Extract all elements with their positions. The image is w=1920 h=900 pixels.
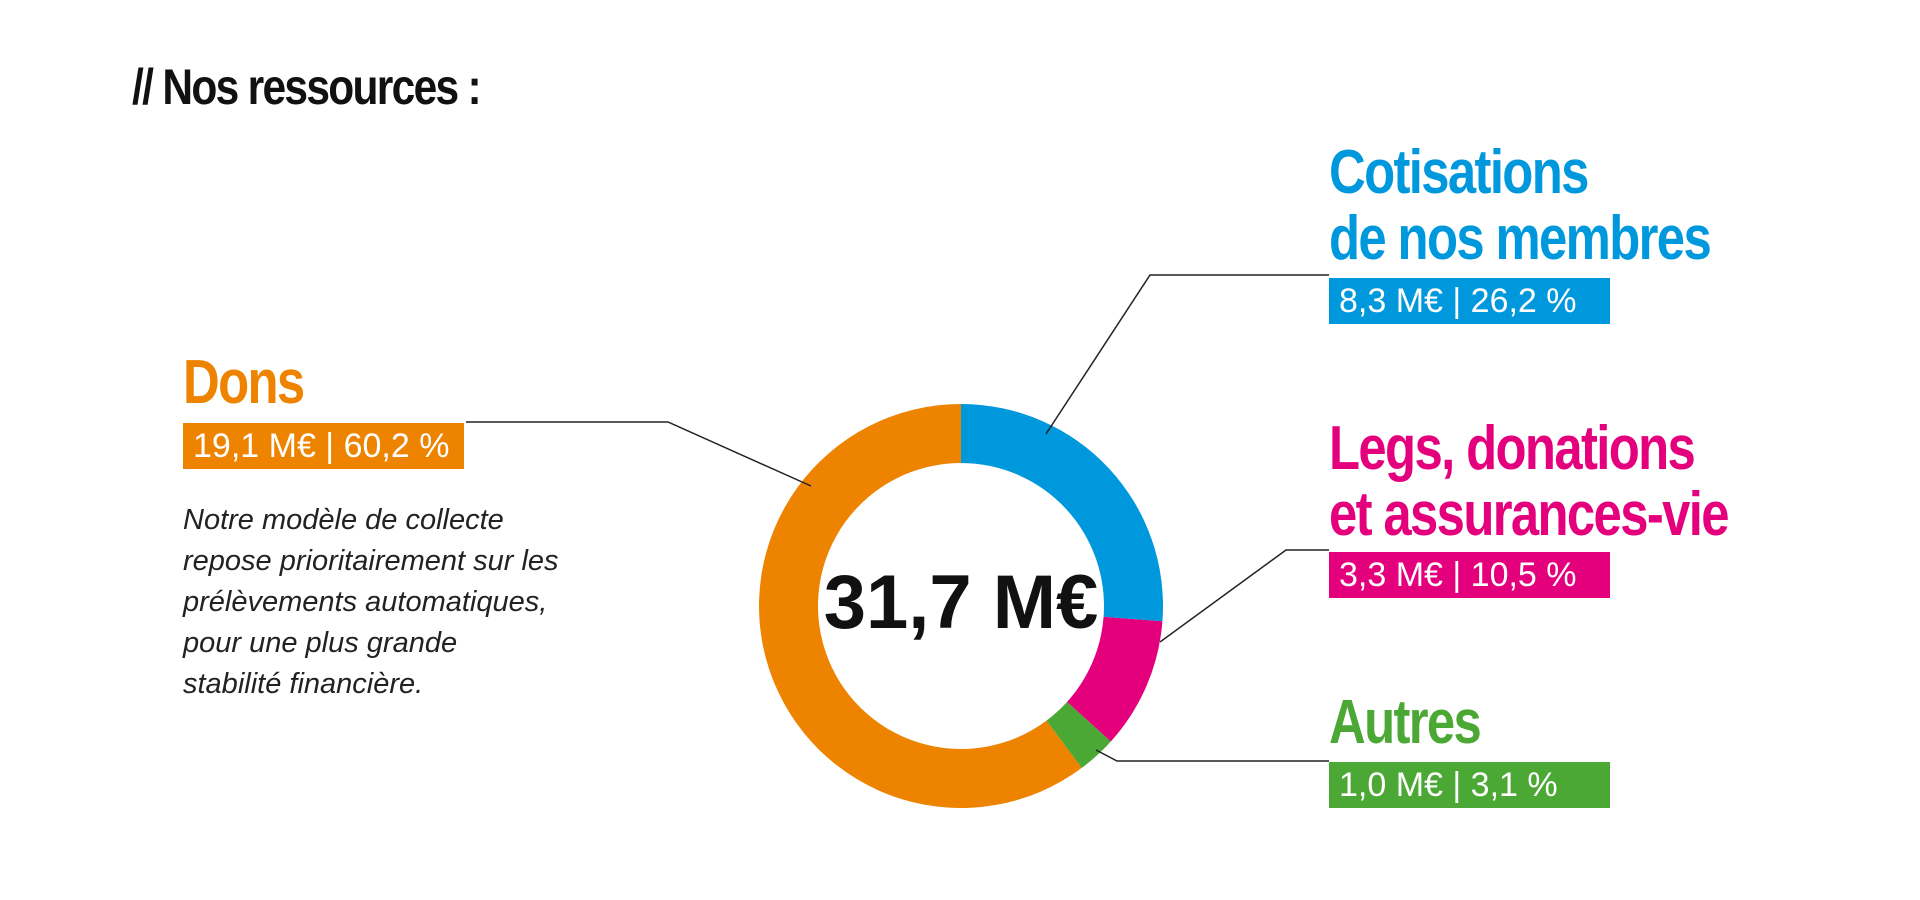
value-label: 1,0 M€ | 3,1 % (1329, 762, 1610, 808)
donut-segment (1046, 701, 1111, 768)
donut-segment (961, 404, 1163, 622)
legend-label: Autres (1329, 688, 1482, 757)
description: Notre modèle de collecte repose priorita… (183, 504, 559, 700)
legend-label: Dons (183, 348, 305, 417)
value-label: 8,3 M€ | 26,2 % (1329, 278, 1610, 324)
leader-line (1095, 749, 1329, 762)
donut-segment (1067, 616, 1163, 742)
leader-line (1159, 549, 1329, 643)
leader-line (1045, 274, 1329, 435)
legend-label: Cotisations de nos membres (1329, 138, 1712, 273)
chart-title: // Nos ressources : (132, 59, 482, 115)
legend-label: Legs, donations et assurances-vie (1329, 414, 1730, 549)
leader-lines (466, 274, 1329, 762)
value-label: 3,3 M€ | 10,5 % (1329, 552, 1610, 598)
center-label: 31,7 M€ (824, 560, 1099, 645)
value-label: 19,1 M€ | 60,2 % (183, 423, 464, 469)
leader-line (466, 421, 812, 487)
donut-segment (759, 404, 1082, 808)
